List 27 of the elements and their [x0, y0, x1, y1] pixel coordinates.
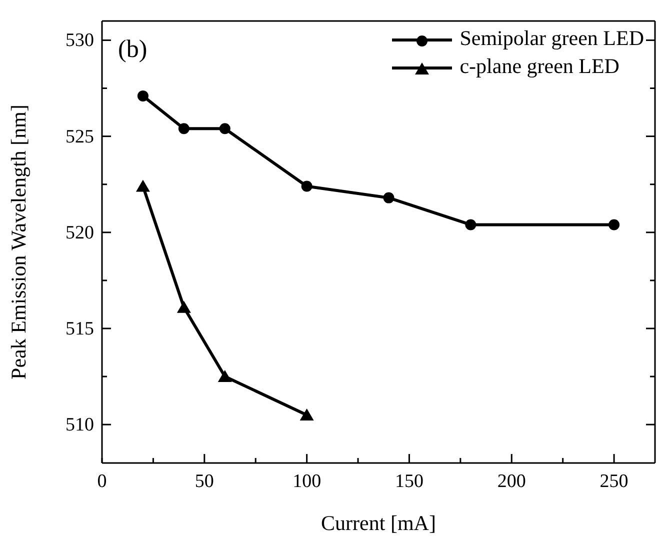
x-axis-title: Current [mA]: [321, 511, 436, 535]
y-tick-label: 515: [66, 318, 94, 340]
y-tick-label: 510: [66, 414, 94, 436]
x-tick-label: 100: [292, 471, 322, 492]
point: [137, 90, 148, 102]
legend-label: Semipolar green LED: [460, 26, 644, 50]
point: [218, 370, 232, 382]
y-tick-label: 520: [66, 222, 94, 244]
point: [176, 300, 191, 313]
point: [136, 180, 150, 192]
point: [300, 408, 314, 420]
x-tick-label: 200: [497, 471, 526, 492]
point: [219, 123, 230, 134]
legend-label: c-plane green LED: [460, 54, 620, 78]
annotation: (b): [118, 36, 148, 64]
point: [178, 123, 190, 134]
x-tick-label: 250: [600, 471, 628, 492]
y-tick-label: 530: [66, 30, 94, 52]
y-axis-title: Peak Emission Wavelength [nm]: [6, 104, 30, 380]
point: [383, 192, 394, 204]
point: [465, 219, 476, 230]
point: [608, 219, 620, 230]
y-tick-label: 525: [66, 126, 94, 148]
x-tick-label: 150: [394, 471, 424, 492]
x-tick-label: 50: [194, 471, 214, 492]
x-tick-label: 0: [97, 471, 107, 492]
point: [301, 180, 312, 192]
